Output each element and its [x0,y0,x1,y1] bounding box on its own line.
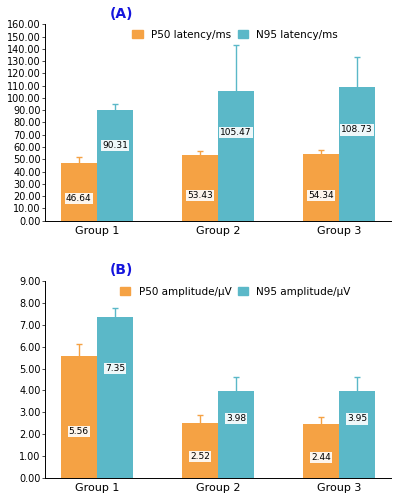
Text: 105.47: 105.47 [220,128,252,137]
Bar [60,356,97,478]
Text: 90.31: 90.31 [102,141,128,150]
Text: 5.56: 5.56 [69,427,89,436]
Text: (A): (A) [109,6,133,20]
Text: 54.34: 54.34 [308,190,334,200]
Bar [339,392,375,478]
Text: 108.73: 108.73 [341,126,373,134]
Bar [97,110,133,220]
Text: 3.95: 3.95 [347,414,367,424]
Text: 7.35: 7.35 [105,364,125,373]
Legend: P50 amplitude/μV, N95 amplitude/μV: P50 amplitude/μV, N95 amplitude/μV [120,286,351,296]
Bar [339,88,375,220]
Bar [97,318,133,478]
Bar [303,154,339,220]
Bar [218,391,254,478]
Bar [218,92,254,220]
Text: (B): (B) [109,264,133,278]
Text: 46.64: 46.64 [66,194,92,203]
Text: 3.98: 3.98 [226,414,246,423]
Legend: P50 latency/ms, N95 latency/ms: P50 latency/ms, N95 latency/ms [133,30,338,40]
Text: 2.44: 2.44 [311,453,331,462]
Bar [181,155,218,220]
Text: 53.43: 53.43 [187,191,213,200]
Bar [60,164,97,220]
Bar [181,422,218,478]
Bar [303,424,339,478]
Text: 2.52: 2.52 [190,452,210,461]
